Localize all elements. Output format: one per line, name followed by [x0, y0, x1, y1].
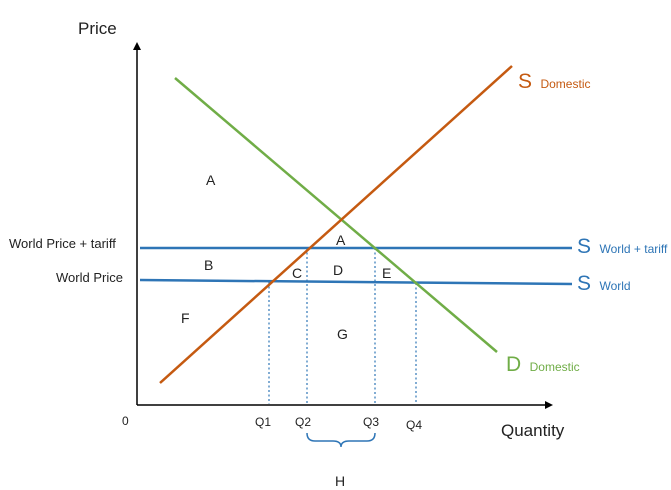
region-b: B	[204, 257, 213, 273]
h-brace	[306, 432, 376, 448]
supply-world-tariff-sub: World + tariff	[599, 242, 668, 256]
q4-label: Q4	[406, 418, 422, 432]
world-price-label: World Price	[56, 270, 123, 285]
origin-label: 0	[122, 414, 129, 428]
region-a-triangle: A	[336, 232, 346, 248]
demand-domestic-curve	[174, 77, 498, 353]
supply-domestic-letter: S	[518, 70, 532, 93]
supply-world-tariff-label: S World + tariff	[577, 235, 668, 258]
region-c: C	[292, 265, 302, 281]
q3-label: Q3	[363, 415, 379, 429]
supply-world-tariff-letter: S	[577, 235, 591, 258]
region-g: G	[337, 326, 348, 342]
q2-label: Q2	[295, 415, 311, 429]
region-d: D	[333, 262, 343, 278]
supply-world-sub: World	[599, 279, 630, 293]
supply-domestic-label: S Domestic	[518, 70, 590, 93]
x-axis-title: Quantity	[501, 421, 565, 440]
region-e: E	[382, 265, 391, 281]
y-axis-title: Price	[78, 19, 117, 38]
demand-domestic-label: D Domestic	[506, 353, 580, 376]
region-h: H	[335, 473, 345, 489]
demand-domestic-letter: D	[506, 353, 521, 376]
supply-world-label: S World	[577, 272, 631, 295]
supply-domestic-curve	[159, 65, 513, 384]
world-price-line	[139, 278, 573, 286]
supply-world-letter: S	[577, 272, 591, 295]
supply-domestic-sub: Domestic	[540, 77, 590, 91]
region-a-top: A	[206, 172, 216, 188]
world-price-tariff-label: World Price + tariff	[9, 236, 116, 251]
region-f: F	[181, 310, 190, 326]
q1-label: Q1	[255, 415, 271, 429]
demand-domestic-sub: Domestic	[530, 360, 580, 374]
